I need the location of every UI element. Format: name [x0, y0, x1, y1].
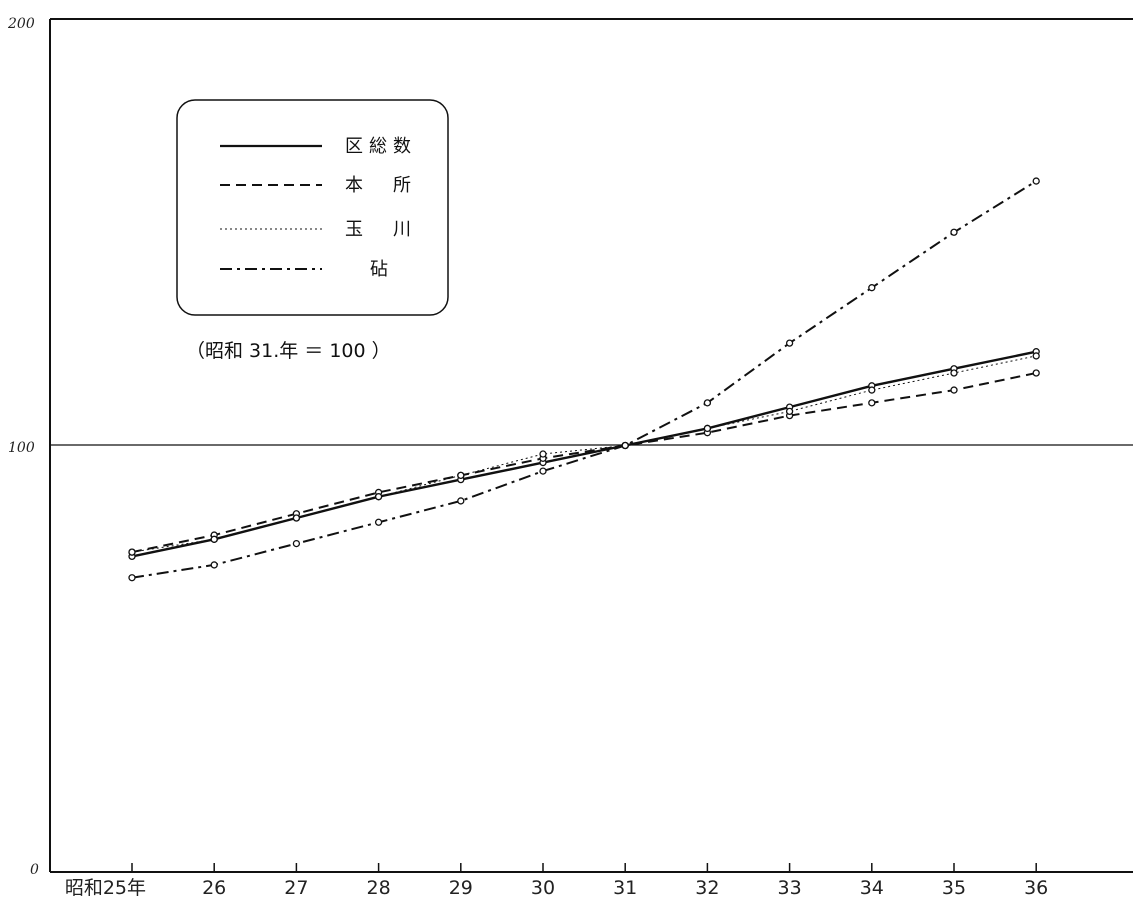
legend-box: [176, 99, 449, 316]
series-line: [131, 350, 1037, 558]
x-tick-label: 27: [284, 877, 308, 899]
series-3: [128, 352, 1040, 556]
data-point: [950, 228, 958, 236]
data-point: [785, 407, 794, 416]
x-tick-label: 昭和25年: [65, 877, 146, 899]
data-point: [292, 514, 301, 522]
base-year-note: （昭和 31.年 ＝ 100 ）: [186, 340, 391, 362]
data-point: [868, 386, 876, 394]
y-tick-label: 200: [7, 16, 35, 32]
series-1: [128, 348, 1040, 561]
data-point: [785, 339, 794, 347]
data-point: [374, 493, 383, 501]
data-point: [457, 497, 465, 505]
data-point: [1032, 369, 1040, 377]
data-point: [539, 450, 547, 458]
data-point: [210, 561, 218, 569]
data-point: [621, 441, 629, 450]
data-point: [1032, 352, 1040, 360]
x-tick-label: 36: [1024, 877, 1048, 899]
x-tick-label: 34: [860, 877, 884, 899]
legend-label-series-1: 区総数: [345, 136, 417, 157]
data-point: [292, 539, 301, 548]
data-point: [868, 284, 876, 292]
data-point: [1032, 177, 1040, 185]
series-line: [131, 372, 1037, 554]
x-tick-label: 30: [531, 877, 555, 899]
x-tick-label: 31: [613, 877, 637, 899]
data-point: [703, 424, 712, 433]
x-tick-label: 28: [367, 877, 391, 899]
data-point: [457, 471, 465, 480]
series-line: [131, 180, 1037, 579]
x-tick-label: 26: [202, 877, 226, 899]
y-tick-label: 100: [8, 440, 35, 456]
data-point: [703, 399, 712, 407]
y-tick-label: 0: [30, 862, 39, 878]
data-point: [950, 369, 958, 377]
legend-label-series-2: 本 所: [345, 175, 417, 196]
x-ticks: 昭和25年 26 27 28 29 30 31 32 33 34 35 36: [65, 863, 1048, 899]
series-4: [128, 177, 1040, 582]
x-tick-label: 33: [778, 877, 802, 899]
x-tick-label: 32: [695, 877, 719, 899]
legend: 区総数 本 所 玉 川 砧: [176, 99, 449, 316]
legend-label-series-4: 砧: [370, 259, 394, 280]
data-point: [210, 535, 218, 543]
series-layer: [128, 177, 1040, 582]
data-point: [128, 548, 136, 556]
series-2: [128, 369, 1040, 556]
data-point: [950, 386, 958, 394]
data-point: [539, 467, 547, 475]
data-point: [374, 518, 383, 526]
data-point: [868, 399, 876, 407]
data-point: [128, 574, 136, 582]
legend-label-series-3: 玉 川: [345, 219, 417, 240]
x-tick-label: 35: [942, 877, 966, 899]
x-tick-label: 29: [449, 877, 473, 899]
